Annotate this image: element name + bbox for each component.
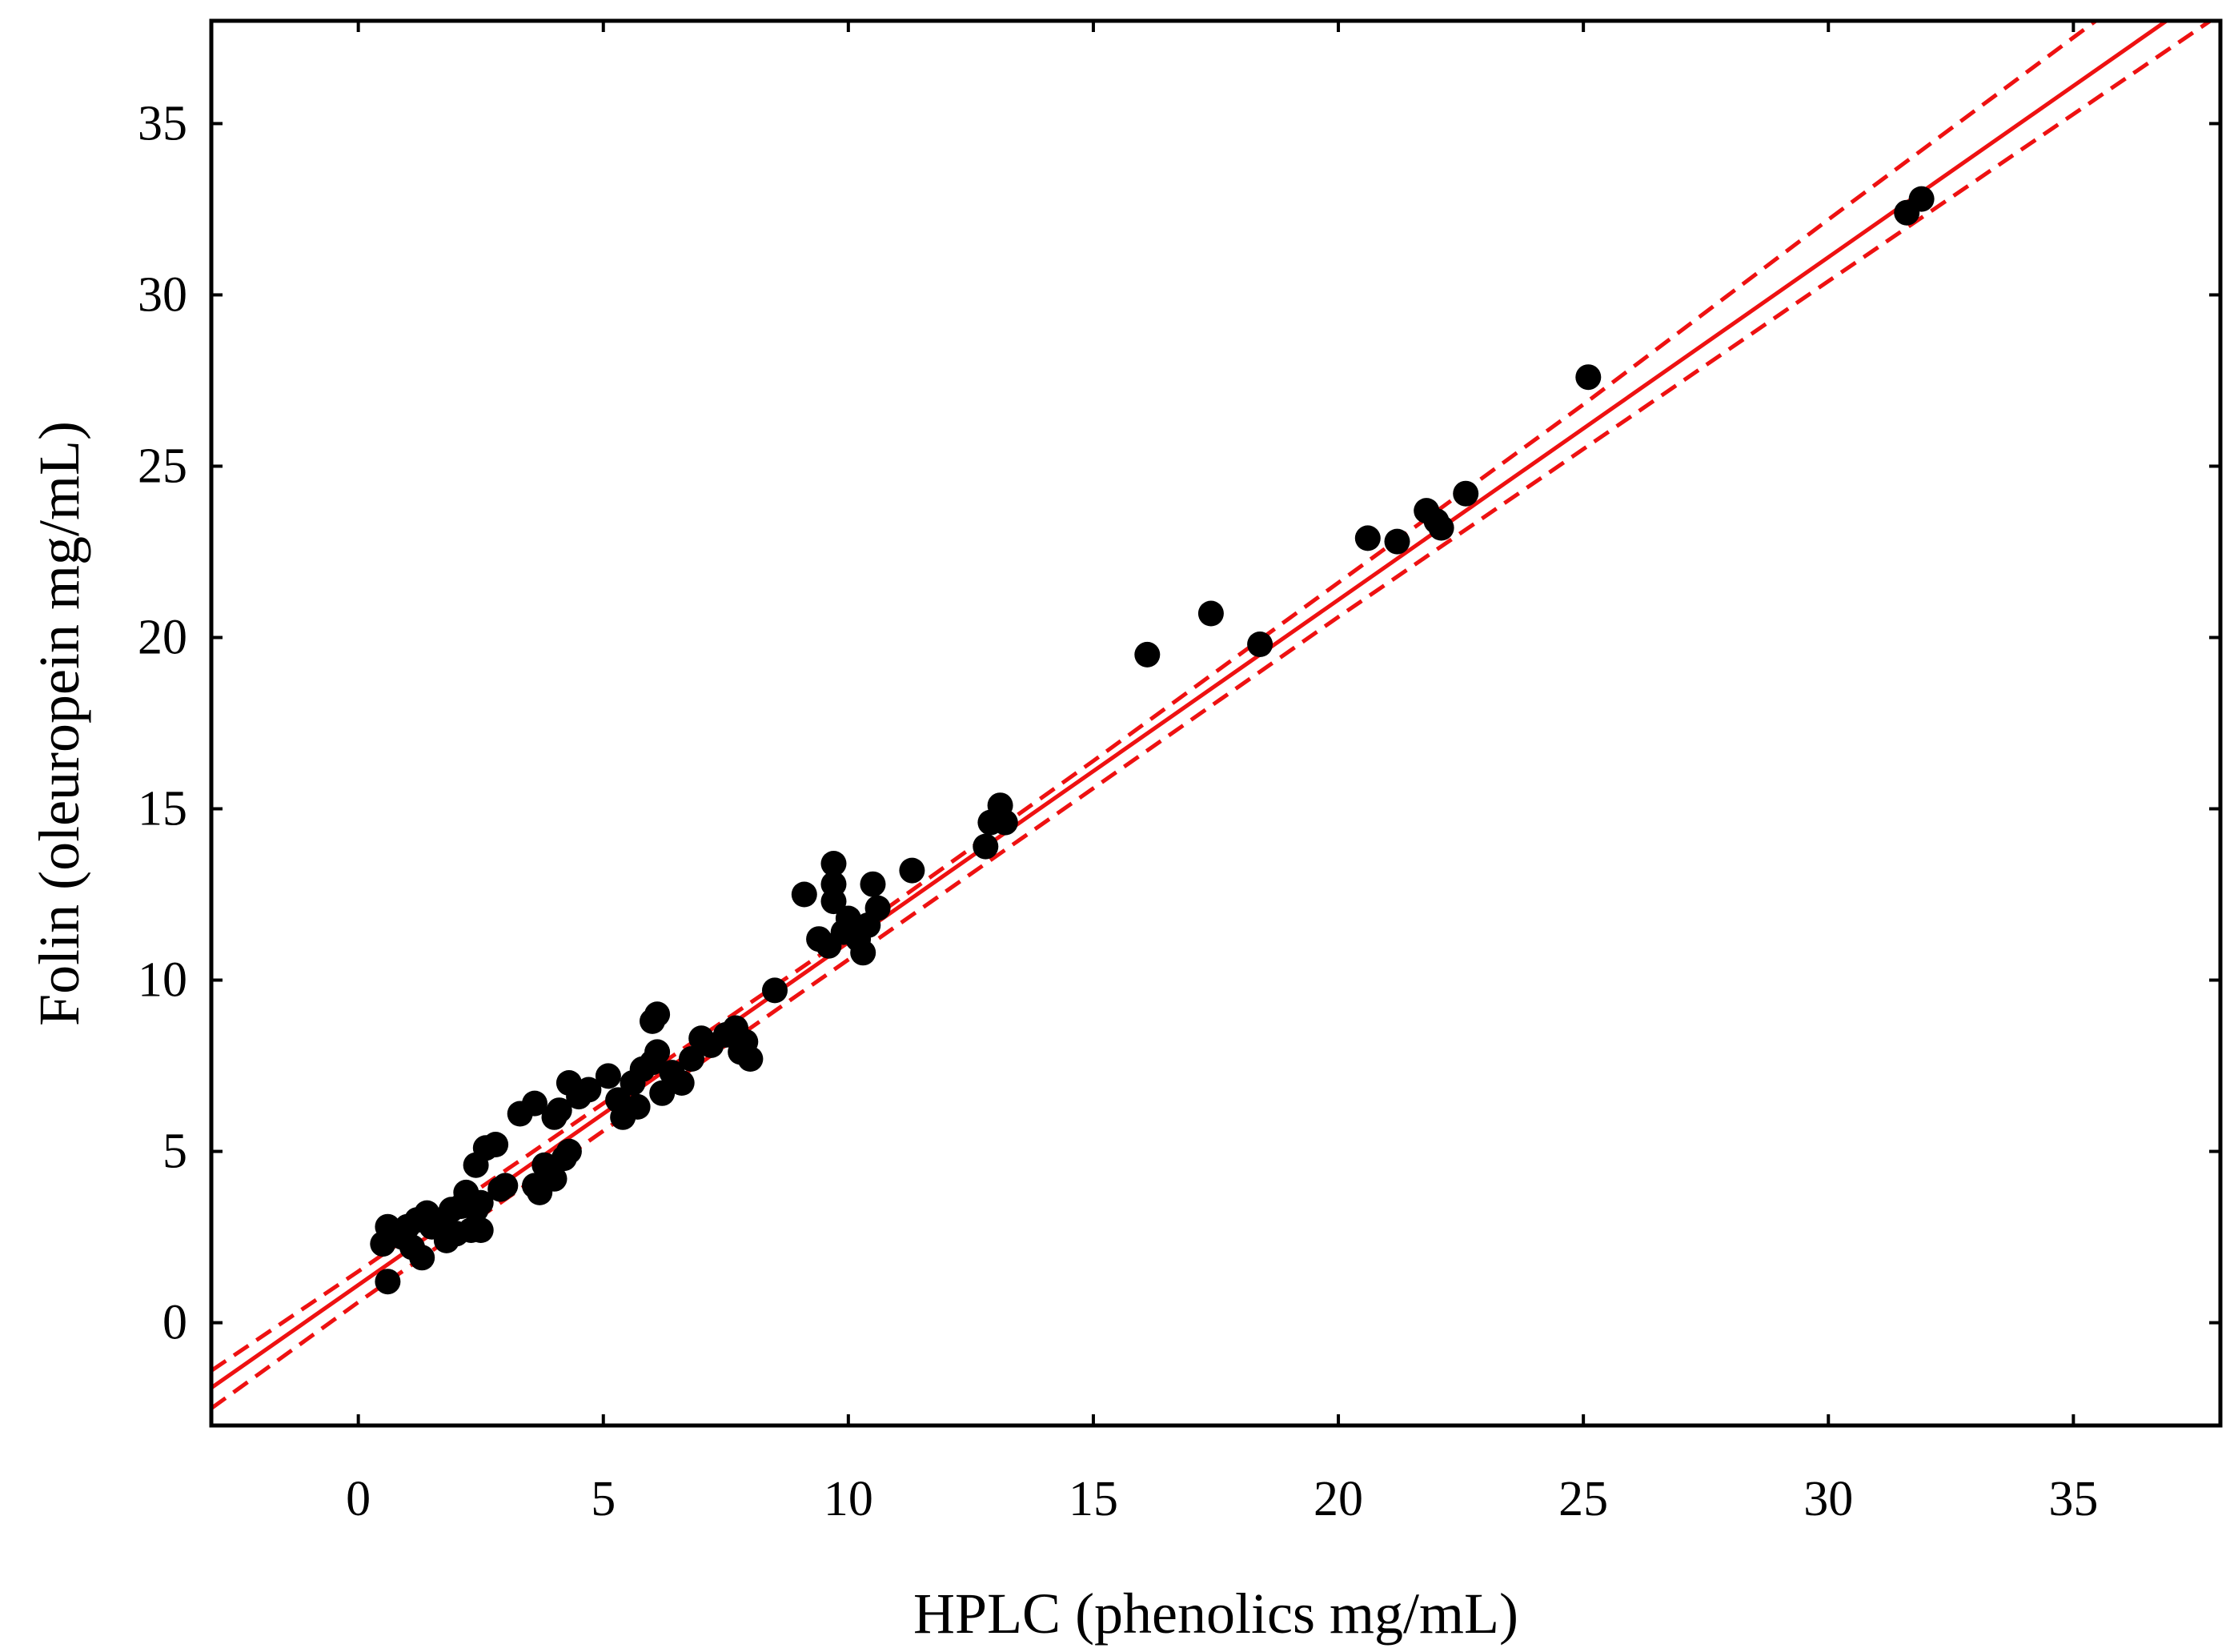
data-point <box>820 851 847 876</box>
confidence-lower-line <box>211 21 2214 1410</box>
y-tick-label: 15 <box>138 782 187 836</box>
x-tick-label: 35 <box>2048 1472 2098 1526</box>
data-point <box>1134 641 1161 668</box>
data-point <box>1247 632 1273 657</box>
data-point <box>973 833 999 860</box>
plot-frame <box>209 18 2223 1428</box>
y-axis-title: Folin (oleuropein mg/mL) <box>27 421 91 1026</box>
y-tick-label: 25 <box>138 439 187 493</box>
data-point <box>467 1217 494 1243</box>
data-point <box>576 1077 602 1103</box>
data-point <box>546 1097 572 1124</box>
y-tick-label: 5 <box>162 1125 187 1179</box>
data-point <box>409 1245 435 1271</box>
data-point <box>1354 525 1381 551</box>
data-point <box>860 871 886 897</box>
x-tick-label: 15 <box>1069 1472 1118 1526</box>
x-tick-label: 10 <box>824 1472 873 1526</box>
data-point <box>679 1046 704 1072</box>
data-point <box>492 1173 519 1199</box>
data-point <box>595 1063 621 1089</box>
data-point <box>1453 480 1479 507</box>
plot-layer <box>211 21 2214 1410</box>
data-point <box>899 857 925 884</box>
data-point <box>1384 528 1410 555</box>
data-point <box>820 871 847 897</box>
data-point <box>644 1001 671 1028</box>
data-point <box>375 1269 401 1295</box>
data-point <box>555 1138 582 1165</box>
data-point <box>992 809 1018 836</box>
data-point <box>624 1093 651 1120</box>
data-point <box>728 1039 754 1065</box>
data-point <box>649 1080 676 1106</box>
data-point <box>1428 515 1454 541</box>
data-point <box>467 1189 494 1216</box>
plot-area <box>211 21 2214 1410</box>
data-point <box>522 1090 547 1117</box>
data-point <box>644 1039 671 1065</box>
data-point <box>541 1165 568 1192</box>
x-tick-label: 5 <box>591 1472 616 1526</box>
data-point <box>1197 600 1224 627</box>
x-tick-label: 30 <box>1803 1472 1853 1526</box>
y-tick-label: 30 <box>138 267 187 322</box>
data-point <box>864 895 891 921</box>
data-point <box>850 940 876 966</box>
data-point <box>762 977 788 1004</box>
y-tick-label: 0 <box>162 1296 187 1350</box>
data-point <box>1575 364 1602 391</box>
y-tick-label: 10 <box>138 953 187 1008</box>
y-tick-label: 35 <box>138 96 187 150</box>
x-axis-title: HPLC (phenolics mg/mL) <box>913 1582 1518 1646</box>
data-point <box>1908 186 1935 212</box>
y-tick-label: 20 <box>138 610 187 664</box>
data-point <box>835 905 861 932</box>
axes: 0 5 10 15 20 25 30 35 0 5 10 15 20 25 30 35 <box>138 21 2220 1526</box>
data-point <box>483 1132 509 1157</box>
data-point <box>791 881 817 908</box>
x-tick-label: 20 <box>1314 1472 1363 1526</box>
data-point <box>668 1070 695 1096</box>
x-tick-label: 25 <box>1558 1472 1608 1526</box>
x-tick-label: 0 <box>346 1472 371 1526</box>
